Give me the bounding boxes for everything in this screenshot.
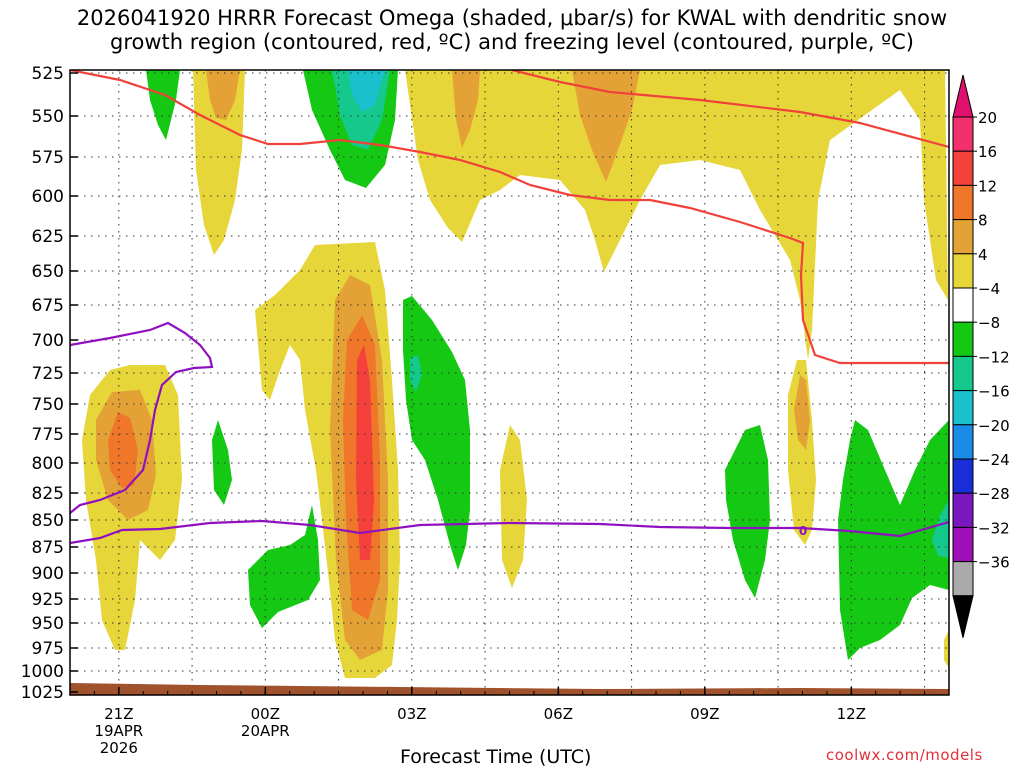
colorbar-swatch [952,458,974,494]
freezing-level-contour-loop [70,321,214,514]
x-tick-year: 2026 [100,739,138,757]
x-tick-date: 20APR [241,722,290,740]
omega-region-right-teal [932,500,949,558]
x-tick-label: 06Z [544,705,573,723]
x-axis-title: Forecast Time (UTC) [400,746,592,768]
y-tick-label: 900 [32,564,64,584]
y-tick-label: 950 [32,614,64,634]
y-tick-label: 550 [32,107,64,127]
y-tick-label: 875 [32,538,64,558]
colorbar-label: −28 [978,485,1010,503]
omega-shading [82,70,949,678]
colorbar-top-arrow [952,74,974,118]
x-tick-label: 03Z [397,705,426,723]
title-line-1: 2026041920 HRRR Forecast Omega (shaded, … [76,6,948,30]
colorbar-swatch [952,424,974,460]
omega-region-small-green-1 [212,420,232,505]
colorbar-label: 12 [978,177,997,195]
y-axis: 525 550 575 600 625 650 675 700 725 750 775 800 825 8… [21,64,78,703]
colorbar-label: −24 [978,451,1010,469]
omega-region-mid-teal [410,355,422,392]
omega-region-lower-green-1 [248,505,320,628]
omega-region-center-red [356,345,374,560]
colorbar-swatch [952,253,974,289]
y-tick-label: 1025 [21,683,64,703]
y-tick-label: 650 [32,262,64,282]
colorbar-swatch [952,287,974,323]
omega-region-right-column-orange [794,375,810,450]
y-tick-label: 625 [32,227,64,247]
colorbar-label: 8 [978,212,988,230]
x-tick-label: 21Z [104,705,133,723]
omega-region-upper-left-green [146,70,180,140]
x-tick-label: 00Z [251,705,280,723]
colorbar: 20 16 12 8 4 −4 −8 −12 −16 −20 −24 −28 −32 −36 [952,74,1010,638]
colorbar-label: 20 [978,109,997,127]
colorbar-swatch [952,116,974,152]
omega-region-right-green-1 [725,425,770,598]
colorbar-label: −8 [978,314,1000,332]
colorbar-swatch [952,150,974,186]
omega-region-bottom-right-yellow [944,630,949,668]
omega-region-mid-green [403,296,470,570]
colorbar-label: −36 [978,554,1010,572]
y-tick-label: 600 [32,187,64,207]
x-tick-date: 19APR [94,722,143,740]
colorbar-swatch [952,492,974,528]
omega-region-left-column-orange [206,70,240,120]
y-tick-label: 675 [32,296,64,316]
y-tick-label: 750 [32,395,64,415]
y-tick-label: 775 [32,425,64,445]
colorbar-label: 16 [978,143,997,161]
colorbar-label: −16 [978,383,1010,401]
dendritic-contour-top [511,70,949,149]
x-tick-label: 12Z [837,705,866,723]
freezing-level-contour-main [70,519,949,545]
colorbar-swatch [952,219,974,255]
omega-region-small-yellow [500,425,527,588]
y-tick-label: 700 [32,331,64,351]
omega-region-upper-cyan [348,70,385,112]
y-tick-label: 825 [32,484,64,504]
colorbar-swatch [952,321,974,357]
omega-region-left-orange [108,412,138,488]
y-tick-label: 575 [32,148,64,168]
colorbar-swatch [952,390,974,426]
y-tick-label: 725 [32,364,64,384]
y-tick-label: 975 [32,639,64,659]
colorbar-swatch [952,526,974,563]
freezing-level-label: 0 [799,524,807,538]
colorbar-bottom-arrow [952,595,974,638]
x-tick-label: 09Z [690,705,719,723]
omega-region-upper-orange-1 [452,70,480,148]
y-tick-label: 925 [32,590,64,610]
colorbar-label: −20 [978,417,1010,435]
y-tick-label: 800 [32,454,64,474]
omega-region-right-green-2 [838,420,949,660]
y-tick-label: 850 [32,511,64,531]
y-tick-label: 1000 [21,662,64,682]
dendritic-contour-upper [70,70,949,365]
colorbar-swatch [952,184,974,221]
omega-region-upper-positive [405,70,948,360]
colorbar-label: 4 [978,246,988,264]
colorbar-label: −12 [978,348,1010,366]
colorbar-label: −4 [978,280,1000,298]
omega-region-upper-orange-2 [572,70,640,182]
credit-link[interactable]: coolwx.com/models [826,746,983,764]
colorbar-label: −32 [978,519,1010,537]
title-line-2: growth region (contoured, red, ºC) and f… [110,30,914,54]
chart-title: 2026041920 HRRR Forecast Omega (shaded, … [0,6,1024,54]
colorbar-swatch [952,561,974,597]
y-tick-label: 525 [32,64,64,84]
colorbar-swatch [952,355,974,392]
